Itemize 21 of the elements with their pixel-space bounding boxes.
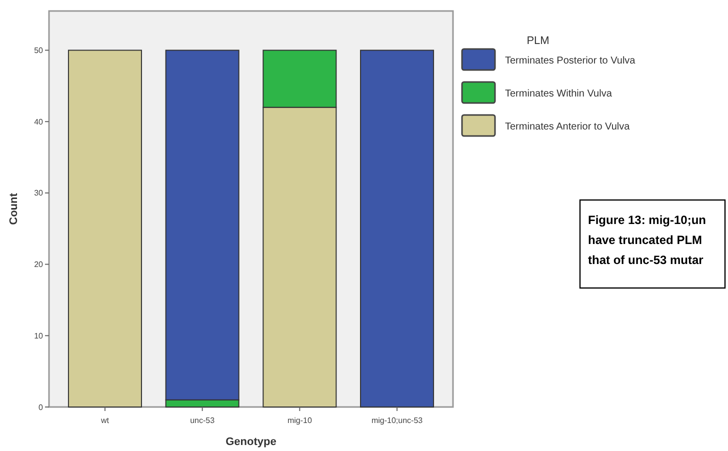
text: that of unc-53 mutar: [588, 253, 704, 267]
legend-label: Terminates Anterior to Vulva: [505, 122, 630, 132]
x-tick-label: unc-53: [190, 416, 216, 425]
x-tick-label: mig-10;unc-53: [371, 416, 424, 425]
y-tick-label: 50: [34, 46, 44, 56]
bar: [68, 50, 142, 408]
bar: [360, 50, 434, 408]
x-tick-label: wt: [100, 416, 110, 425]
legend-label: Terminates Within Vulva: [505, 88, 612, 100]
text: have truncated PLM: [588, 233, 702, 247]
y-axis-title: Count: [8, 192, 20, 225]
caption: Figure 13: mig-10;un: [588, 213, 706, 227]
legend-title: PLM: [526, 35, 550, 47]
x-tick-label: mig-10: [287, 416, 312, 425]
legend-label: Terminates Posterior to Vulva: [505, 56, 636, 66]
x-axis-title: Genotype: [226, 436, 276, 448]
y-tick-label: 0: [38, 402, 44, 412]
y-tick-label: 10: [34, 331, 44, 340]
y-tick-label: 20: [34, 260, 44, 270]
y-tick-label: 30: [34, 188, 44, 198]
y-tick-label: 40: [34, 117, 44, 126]
